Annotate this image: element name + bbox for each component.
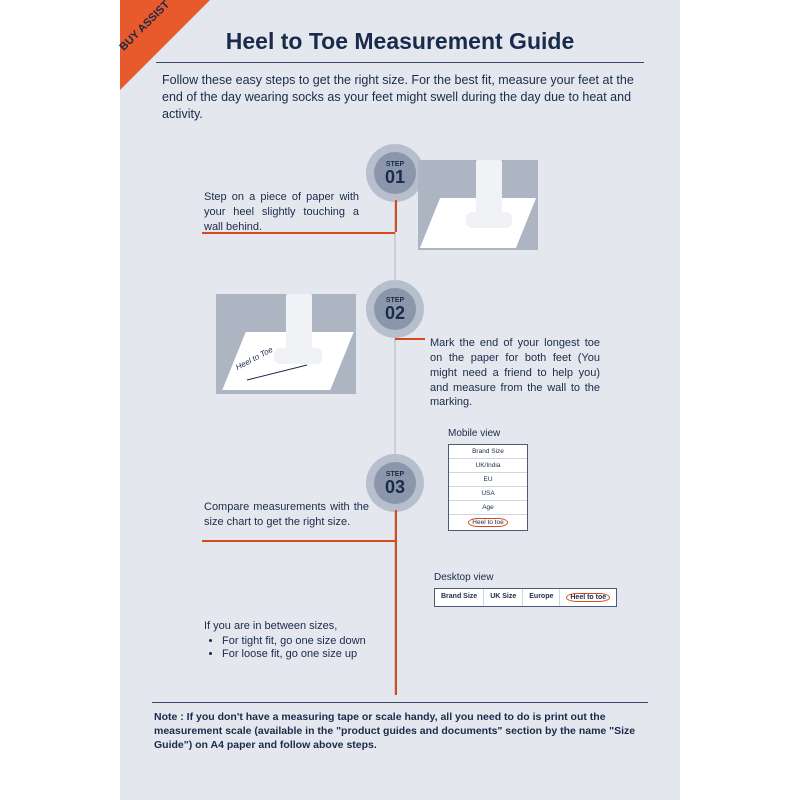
- step-02-badge: STEP 02: [366, 280, 424, 338]
- step-01-image: [418, 160, 538, 250]
- page-title: Heel to Toe Measurement Guide: [120, 28, 680, 55]
- vconnector-03: [395, 510, 397, 540]
- divider-bottom: [152, 702, 648, 703]
- dv-cell: Europe: [523, 589, 560, 606]
- mv-row-highlight: Heel to toe: [449, 515, 527, 530]
- connector-03: [202, 540, 395, 542]
- dv-cell: UK Size: [484, 589, 523, 606]
- step-number: 01: [385, 168, 405, 186]
- mobile-view-table: Brand Size UK/India EU USA Age Heel to t…: [448, 444, 528, 531]
- advice-intro: If you are in between sizes,: [204, 620, 404, 632]
- note-text: If you don't have a measuring tape or sc…: [154, 711, 635, 751]
- desktop-view-label: Desktop view: [434, 572, 493, 583]
- infographic-page: BUY ASSIST Heel to Toe Measurement Guide…: [120, 0, 680, 800]
- divider-top: [156, 62, 644, 63]
- vconnector-bottom: [395, 540, 397, 695]
- step-01-badge: STEP 01: [366, 144, 424, 202]
- step-number: 02: [385, 304, 405, 322]
- mv-row: UK/India: [449, 459, 527, 473]
- connector-02: [395, 338, 425, 340]
- footer-note: Note : If you don't have a measuring tap…: [154, 710, 646, 753]
- step-03-text: Compare measurements with the size chart…: [204, 500, 369, 530]
- vconnector-01: [395, 200, 397, 232]
- note-label: Note :: [154, 711, 184, 723]
- sizing-advice: If you are in between sizes, For tight f…: [204, 620, 404, 661]
- mv-row: EU: [449, 473, 527, 487]
- mv-row: Age: [449, 501, 527, 515]
- mv-row: Brand Size: [449, 445, 527, 459]
- mv-row: USA: [449, 487, 527, 501]
- intro-text: Follow these easy steps to get the right…: [162, 72, 638, 123]
- advice-item: For tight fit, go one size down: [222, 635, 404, 647]
- advice-item: For loose fit, go one size up: [222, 648, 404, 660]
- desktop-view-table: Brand Size UK Size Europe Heel to toe: [434, 588, 617, 607]
- step-02-image: Heel to Toe: [216, 294, 356, 394]
- step-02-text: Mark the end of your longest toe on the …: [430, 336, 600, 410]
- step-number: 03: [385, 478, 405, 496]
- dv-cell-highlight: Heel to toe: [560, 589, 616, 606]
- mobile-view-label: Mobile view: [448, 428, 500, 439]
- step-03-badge: STEP 03: [366, 454, 424, 512]
- dv-cell: Brand Size: [435, 589, 484, 606]
- step-01-text: Step on a piece of paper with your heel …: [204, 190, 359, 235]
